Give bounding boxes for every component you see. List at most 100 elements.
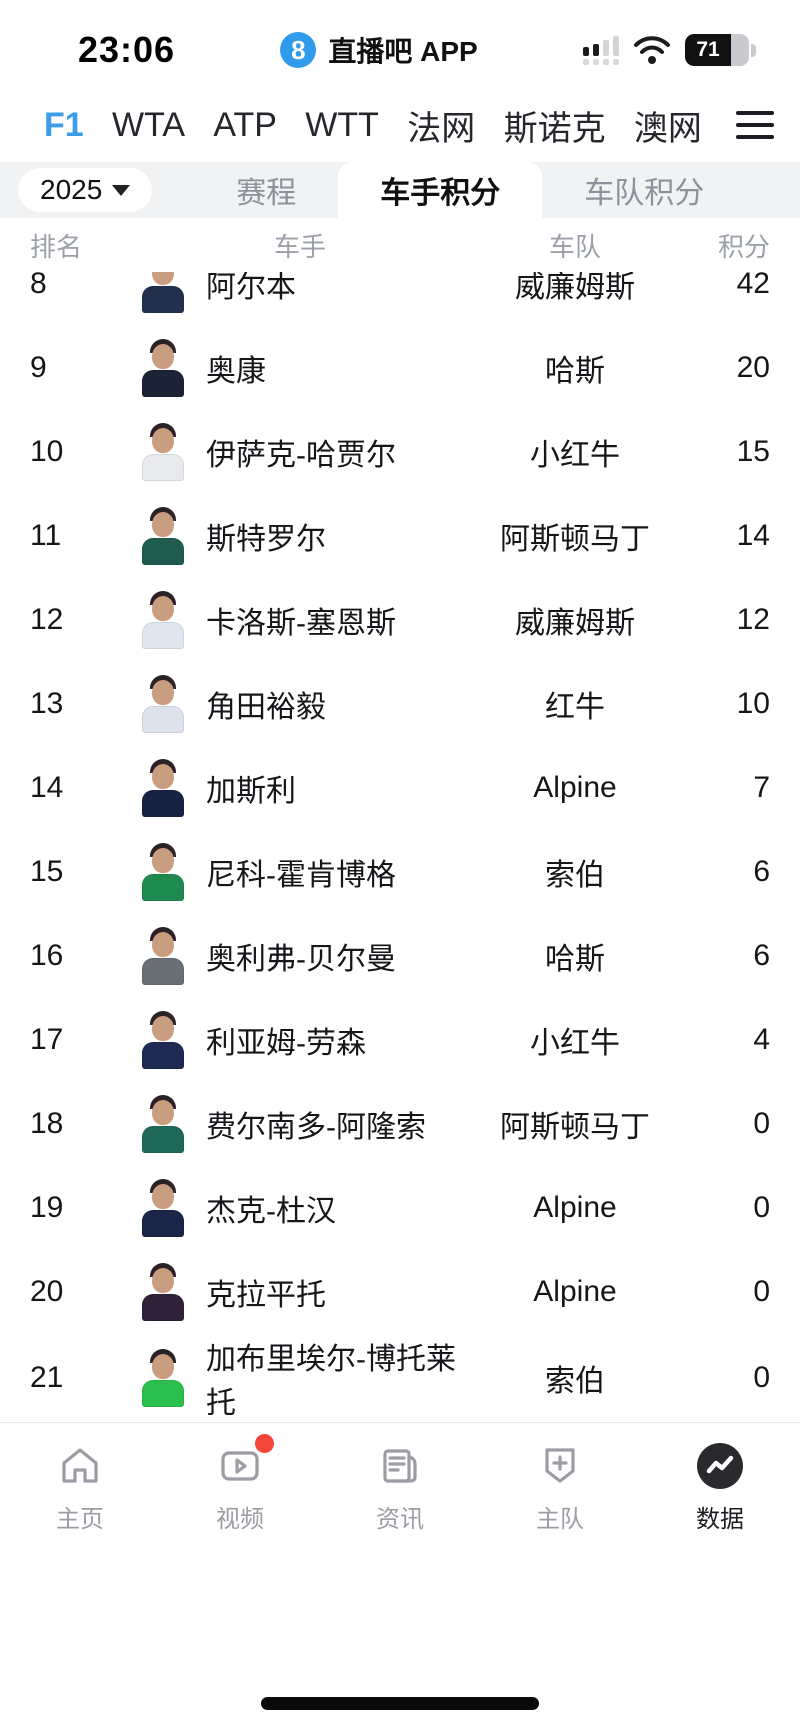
team-name: 小红牛 bbox=[530, 1027, 620, 1060]
table-row[interactable]: 20 克拉平托 Alpine 0 bbox=[0, 1250, 800, 1334]
home-icon bbox=[62, 1448, 98, 1483]
driver-avatar bbox=[140, 1349, 186, 1407]
driver-avatar bbox=[140, 591, 186, 649]
driver-avatar bbox=[140, 927, 186, 985]
rank-value: 18 bbox=[30, 1107, 64, 1140]
tab-bar-label: 主队 bbox=[536, 1506, 584, 1533]
nav-tab-atp[interactable]: ATP bbox=[213, 105, 277, 144]
points-value: 6 bbox=[753, 855, 770, 888]
driver-name: 角田裕毅 bbox=[206, 691, 326, 724]
nav-tab-f1[interactable]: F1 bbox=[44, 105, 84, 144]
team-name: 阿斯顿马丁 bbox=[500, 523, 650, 556]
table-row[interactable]: 14 加斯利 Alpine 7 bbox=[0, 746, 800, 830]
bottom-tab-bar: 主页 视频 资讯 主队 数据 bbox=[0, 1422, 800, 1552]
table-row[interactable]: 15 尼科-霍肯博格 索伯 6 bbox=[0, 830, 800, 914]
tab-bar-item-data[interactable]: 数据 bbox=[640, 1441, 800, 1552]
driver-avatar bbox=[140, 759, 186, 817]
rank-value: 14 bbox=[30, 771, 64, 804]
points-value: 12 bbox=[736, 603, 770, 636]
points-value: 15 bbox=[736, 435, 770, 468]
standings-tabs: 赛程 车手积分 车队积分 bbox=[194, 162, 746, 218]
rank-value: 10 bbox=[30, 435, 64, 468]
rank-value: 12 bbox=[30, 603, 64, 636]
battery-nub bbox=[751, 43, 756, 57]
col-header-team: 车队 bbox=[548, 231, 601, 262]
table-row[interactable]: 12 卡洛斯-塞恩斯 威廉姆斯 12 bbox=[0, 578, 800, 662]
nav-tab-wtt[interactable]: WTT bbox=[305, 105, 379, 144]
table-header: 排名 车手 车队 积分 bbox=[0, 218, 800, 272]
points-value: 10 bbox=[736, 687, 770, 720]
clock: 23:06 bbox=[78, 29, 176, 70]
data-icon bbox=[697, 1443, 743, 1489]
cellular-signal-icon bbox=[583, 35, 619, 65]
table-row[interactable]: 13 角田裕毅 红牛 10 bbox=[0, 662, 800, 746]
table-row[interactable]: 16 奥利弗-贝尔曼 哈斯 6 bbox=[0, 914, 800, 998]
points-value: 6 bbox=[753, 939, 770, 972]
sub-tab[interactable]: 车手积分 bbox=[338, 162, 543, 218]
tab-bar-item-team[interactable]: 主队 bbox=[480, 1441, 640, 1552]
rank-value: 16 bbox=[30, 939, 64, 972]
zhibo8-logo-icon: 8 bbox=[280, 32, 317, 68]
tab-bar-item-news[interactable]: 资讯 bbox=[320, 1441, 480, 1552]
table-row[interactable]: 11 斯特罗尔 阿斯顿马丁 14 bbox=[0, 494, 800, 578]
driver-name: 加布里埃尔-博托莱托 bbox=[206, 1343, 456, 1420]
sport-nav-scroll: F1 WTA ATP WTT 法网 斯诺克 澳网 bbox=[44, 101, 736, 150]
points-value: 0 bbox=[753, 1275, 770, 1308]
driver-avatar bbox=[140, 1095, 186, 1153]
home-indicator[interactable] bbox=[261, 1697, 539, 1710]
driver-name: 克拉平托 bbox=[206, 1279, 326, 1312]
col-header-rank: 排名 bbox=[30, 231, 83, 262]
points-value: 0 bbox=[753, 1361, 770, 1394]
season-value: 2025 bbox=[40, 174, 103, 205]
rank-value: 9 bbox=[30, 351, 47, 384]
battery-icon: 71 bbox=[685, 34, 749, 66]
points-value: 0 bbox=[753, 1191, 770, 1224]
nav-tab-斯诺克[interactable]: 斯诺克 bbox=[503, 109, 606, 148]
table-row[interactable]: 8 阿尔本 威廉姆斯 42 bbox=[0, 272, 800, 326]
sub-tab[interactable]: 车队积分 bbox=[584, 177, 705, 210]
sub-tab[interactable]: 赛程 bbox=[236, 177, 297, 210]
team-name: 威廉姆斯 bbox=[515, 272, 635, 304]
menu-icon[interactable] bbox=[736, 111, 774, 139]
driver-name: 奥利弗-贝尔曼 bbox=[206, 943, 396, 976]
rank-value: 13 bbox=[30, 687, 64, 720]
team-name: 威廉姆斯 bbox=[515, 607, 635, 640]
points-value: 42 bbox=[736, 272, 770, 300]
wifi-icon bbox=[634, 36, 670, 64]
standings-list[interactable]: 8 阿尔本 威廉姆斯 42 9 奥康 哈斯 20 10 伊萨克-哈贾尔 小红牛 bbox=[0, 272, 800, 1422]
app-pill: 8 直播吧 APP bbox=[280, 30, 478, 70]
nav-tab-澳网[interactable]: 澳网 bbox=[633, 109, 702, 148]
rank-value: 15 bbox=[30, 855, 64, 888]
nav-tab-wta[interactable]: WTA bbox=[112, 105, 186, 144]
driver-avatar bbox=[140, 423, 186, 481]
driver-avatar bbox=[140, 675, 186, 733]
table-row[interactable]: 17 利亚姆-劳森 小红牛 4 bbox=[0, 998, 800, 1082]
table-row[interactable]: 18 费尔南多-阿隆索 阿斯顿马丁 0 bbox=[0, 1082, 800, 1166]
col-header-driver: 车手 bbox=[273, 231, 326, 262]
season-select[interactable]: 2025 bbox=[18, 168, 153, 212]
points-value: 0 bbox=[753, 1107, 770, 1140]
tab-bar-item-video[interactable]: 视频 bbox=[160, 1434, 320, 1552]
team-name: Alpine bbox=[533, 1275, 617, 1308]
battery-level: 71 bbox=[685, 34, 732, 66]
team-name: Alpine bbox=[533, 771, 617, 804]
table-row[interactable]: 9 奥康 哈斯 20 bbox=[0, 326, 800, 410]
team-name: 索伯 bbox=[545, 1365, 605, 1398]
table-row[interactable]: 10 伊萨克-哈贾尔 小红牛 15 bbox=[0, 410, 800, 494]
chevron-down-icon bbox=[112, 184, 131, 196]
tab-bar-label: 主页 bbox=[56, 1506, 104, 1533]
nav-tab-法网[interactable]: 法网 bbox=[407, 109, 476, 148]
table-row[interactable]: 21 加布里埃尔-博托莱托 索伯 0 bbox=[0, 1334, 800, 1420]
rank-value: 8 bbox=[30, 272, 47, 300]
rank-value: 20 bbox=[30, 1275, 64, 1308]
team-name: Alpine bbox=[533, 1191, 617, 1224]
driver-name: 费尔南多-阿隆索 bbox=[206, 1111, 426, 1144]
team-name: 红牛 bbox=[545, 691, 605, 724]
table-row[interactable]: 19 杰克-杜汉 Alpine 0 bbox=[0, 1166, 800, 1250]
video-icon bbox=[221, 1451, 259, 1481]
team-name: 索伯 bbox=[545, 859, 605, 892]
status-bar: 23:06 8 直播吧 APP 71 bbox=[0, 0, 800, 88]
driver-avatar bbox=[140, 1179, 186, 1237]
tab-bar-item-home[interactable]: 主页 bbox=[0, 1441, 160, 1552]
tab-bar-label: 视频 bbox=[216, 1506, 264, 1533]
